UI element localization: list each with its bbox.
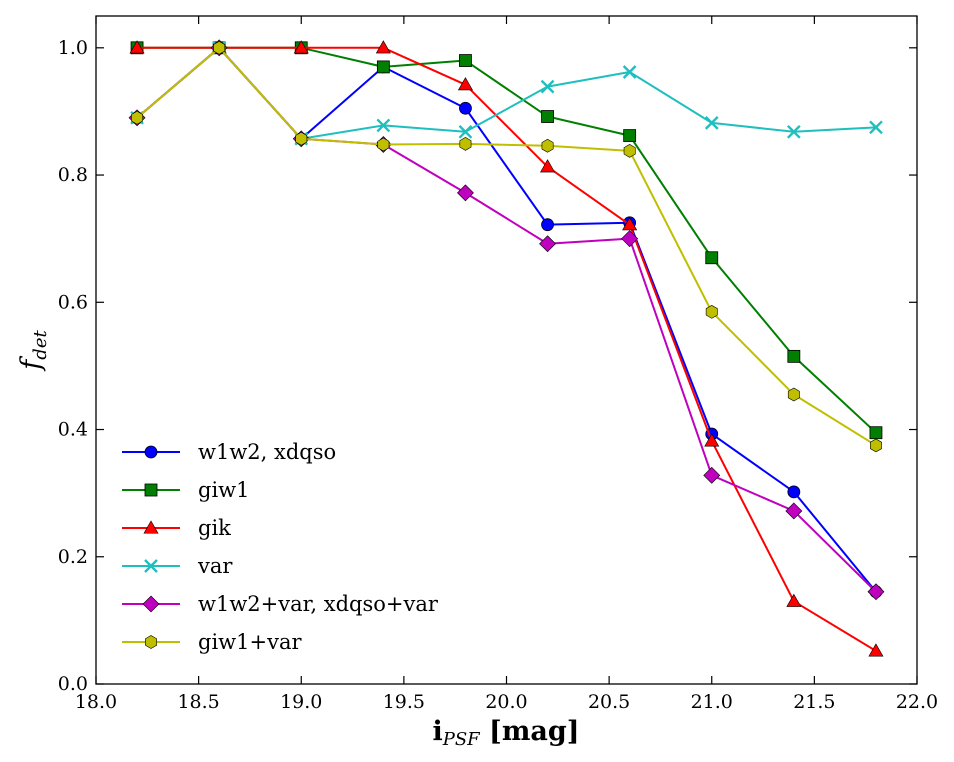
legend-item: giw1+var [122, 630, 302, 654]
x-axis-title-main: i [432, 716, 442, 747]
x-tick-label: 21.0 [691, 691, 733, 713]
data-point [703, 466, 721, 484]
data-point [785, 502, 803, 520]
data-point [458, 124, 473, 139]
legend-label: w1w2+var, xdqso+var [198, 592, 439, 616]
y-axis-title: fdet [16, 330, 51, 372]
legend-marker [142, 595, 160, 613]
data-point [459, 137, 472, 151]
data-point [623, 144, 636, 158]
data-point [377, 137, 390, 152]
data-point [376, 118, 391, 133]
data-point [787, 124, 801, 139]
legend-label: gik [198, 516, 231, 540]
legend-item: w1w2+var, xdqso+var [122, 592, 439, 616]
y-tick-label: 0.4 [58, 419, 88, 441]
x-tick-label: 22.0 [896, 691, 938, 713]
x-tick-label: 19.0 [280, 691, 322, 713]
y-tick-label: 0.2 [58, 546, 88, 568]
legend-label: giw1+var [198, 630, 302, 654]
legend-label: giw1 [198, 478, 250, 502]
data-point [459, 101, 472, 115]
data-point [787, 485, 801, 499]
data-point [376, 60, 390, 74]
data-point [705, 251, 719, 265]
data-point [540, 159, 556, 173]
y-axis-title-main: f [16, 356, 47, 372]
data-point [787, 349, 801, 363]
data-point [623, 129, 637, 143]
data-point [868, 643, 884, 657]
x-axis-title: iPSF [mag] [432, 716, 579, 750]
y-tick-label: 0.6 [58, 291, 88, 313]
legend-marker [145, 635, 157, 649]
data-point [705, 304, 718, 319]
legend-item: gik [122, 516, 231, 540]
data-point [540, 79, 555, 94]
legend-item: var [122, 554, 233, 578]
data-point [375, 40, 391, 54]
data-point [459, 54, 472, 67]
data-point [539, 235, 556, 253]
data-point [541, 110, 554, 123]
legend-item: giw1 [122, 478, 250, 502]
legend-label: var [197, 554, 233, 578]
data-point [869, 120, 883, 135]
data-point [131, 110, 143, 125]
x-tick-label: 19.5 [383, 691, 425, 713]
data-point [867, 583, 885, 601]
data-point [704, 433, 720, 447]
data-point [541, 218, 554, 232]
data-point [622, 65, 637, 79]
y-tick-label: 0.8 [58, 164, 88, 186]
data-point [213, 40, 226, 55]
data-point [704, 116, 719, 130]
x-axis-title-unit: [mag] [480, 716, 580, 747]
legend-marker [143, 520, 159, 534]
x-tick-label: 21.5 [793, 691, 835, 713]
data-point [787, 387, 800, 402]
x-tick-label: 20.5 [588, 691, 630, 713]
legend-marker [144, 445, 158, 459]
data-point [870, 438, 882, 453]
data-point [622, 217, 638, 231]
data-point [457, 77, 473, 91]
legend-item: w1w2, xdqso [122, 440, 336, 464]
data-point [295, 131, 308, 146]
data-point [621, 230, 639, 248]
x-tick-label: 20.0 [485, 691, 527, 713]
x-axis-title-sub: PSF [442, 729, 481, 750]
legend-marker [144, 559, 158, 573]
data-point [129, 40, 145, 54]
data-point [293, 40, 309, 54]
y-tick-label: 1.0 [58, 37, 88, 59]
x-tick-label: 18.5 [177, 691, 219, 713]
y-axis-title-sub: det [30, 330, 51, 360]
legend-label: w1w2, xdqso [198, 440, 336, 464]
series-line [136, 46, 877, 447]
y-tick-label: 0.0 [58, 673, 88, 695]
plot-frame [95, 15, 918, 685]
data-point [457, 184, 474, 202]
legend-marker [144, 483, 158, 497]
data-point [786, 593, 802, 607]
series-line [137, 46, 877, 652]
x-tick-label: 18.0 [75, 691, 117, 713]
data-point [541, 138, 554, 153]
data-point [869, 426, 883, 440]
series-6 [131, 40, 882, 453]
